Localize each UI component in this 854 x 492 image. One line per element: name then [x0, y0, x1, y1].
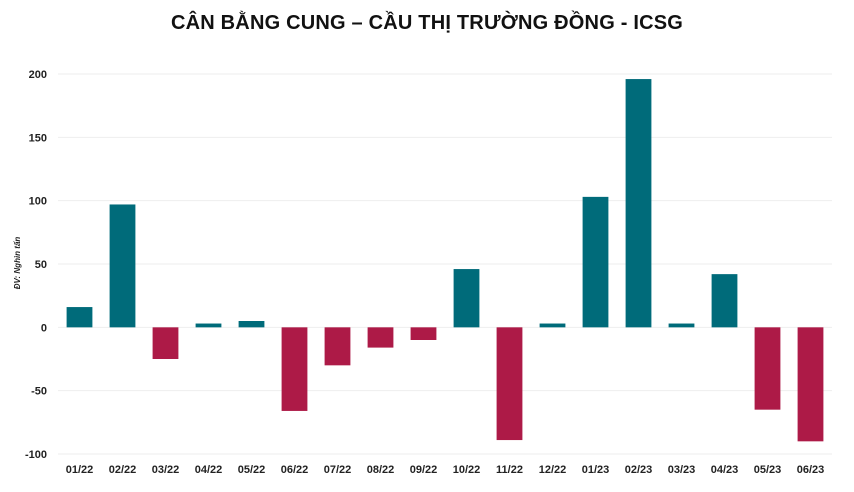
y-tick-label: -50 — [31, 386, 47, 398]
x-tick-label: 10/22 — [453, 464, 481, 476]
bar-03-23 — [668, 323, 695, 328]
gridlines — [58, 73, 832, 455]
bar-04-23 — [711, 274, 738, 328]
bar-11-22 — [496, 327, 523, 441]
bar-01-23 — [582, 196, 609, 328]
bar-01-22 — [66, 307, 93, 328]
bar-05-22 — [238, 321, 265, 328]
y-tick-label: -100 — [25, 449, 47, 461]
x-tick-label: 06/23 — [797, 464, 825, 476]
bar-07-22 — [324, 327, 351, 366]
bar-09-22 — [410, 327, 437, 340]
x-tick-label: 02/22 — [109, 464, 137, 476]
y-tick-label: 100 — [29, 196, 47, 208]
y-tick-label: 0 — [41, 322, 47, 334]
bars — [66, 79, 824, 442]
y-tick-label: 200 — [29, 69, 47, 81]
bar-04-22 — [195, 323, 222, 328]
x-tick-label: 05/23 — [754, 464, 782, 476]
x-tick-label: 06/22 — [281, 464, 309, 476]
x-tick-label: 01/22 — [66, 464, 94, 476]
x-tick-label: 12/22 — [539, 464, 567, 476]
x-tick-label: 09/22 — [410, 464, 438, 476]
x-tick-label: 01/23 — [582, 464, 610, 476]
x-tick-label: 04/23 — [711, 464, 739, 476]
x-axis-ticks: 01/22 02/22 03/22 04/22 05/22 06/22 07/22 08/22… — [66, 464, 825, 476]
bar-06-22 — [281, 327, 308, 411]
bar-06-23 — [797, 327, 824, 442]
bar-03-22 — [152, 327, 179, 359]
x-tick-label: 03/22 — [152, 464, 180, 476]
x-tick-label: 04/22 — [195, 464, 223, 476]
x-tick-label: 03/23 — [668, 464, 696, 476]
x-tick-label: 07/22 — [324, 464, 352, 476]
y-axis-label: ĐV: Nghìn tấn — [13, 237, 22, 290]
y-tick-label: 150 — [29, 132, 47, 144]
x-tick-label: 11/22 — [496, 464, 523, 476]
x-tick-label: 08/22 — [367, 464, 395, 476]
bar-05-23 — [754, 327, 781, 410]
x-tick-label: 02/23 — [625, 464, 653, 476]
x-tick-label: 05/22 — [238, 464, 266, 476]
y-axis-ticks: 200 150 100 50 0 -50 -100 — [25, 69, 47, 461]
bar-12-22 — [539, 323, 566, 328]
bar-10-22 — [453, 269, 480, 328]
bar-02-22 — [109, 204, 136, 328]
bar-02-23 — [625, 79, 652, 328]
y-tick-label: 50 — [35, 259, 47, 271]
bar-08-22 — [367, 327, 394, 348]
chart-title: CÂN BẰNG CUNG – CẦU THỊ TRƯỜNG ĐỒNG - IC… — [170, 12, 684, 34]
